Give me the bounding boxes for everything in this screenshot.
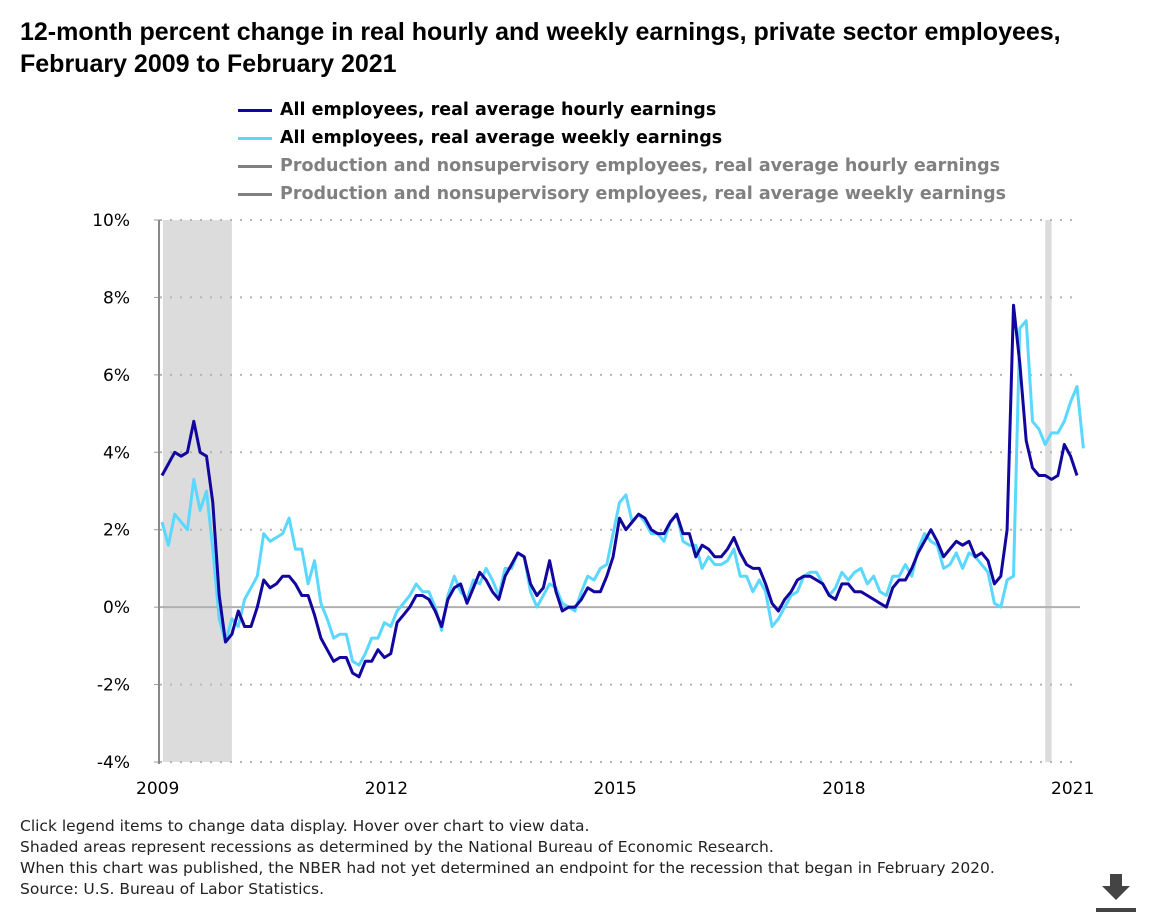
note-source: Source: U.S. Bureau of Labor Statistics. (20, 880, 325, 898)
line-chart[interactable]: -4% -2% 0% 2% 4% 6% 8% 10% 2009 2012 2015 2018 2021 (0, 0, 1160, 810)
y-tick-label: 0% (103, 598, 130, 618)
legend-label: All employees, real average weekly earni… (280, 128, 723, 148)
download-arrow-icon[interactable] (1094, 870, 1138, 914)
y-tick-label: 10% (92, 211, 130, 231)
legend-swatch (238, 164, 272, 168)
note-interaction: Click legend items to change data displa… (20, 817, 590, 835)
series-line-weekly[interactable] (160, 319, 1085, 667)
x-tick-label: 2012 (365, 779, 408, 799)
chart-title: 12-month percent change in real hourly a… (20, 18, 1061, 78)
legend-swatch (238, 192, 272, 196)
note-recession: Shaded areas represent recessions as det… (20, 838, 774, 856)
legend-item-hourly-all[interactable]: All employees, real average hourly earni… (238, 96, 1006, 124)
footnotes: Click legend items to change data displa… (20, 816, 995, 900)
y-tick-label: 4% (103, 443, 130, 463)
x-tick-label: 2021 (1051, 779, 1094, 799)
note-nber: When this chart was published, the NBER … (20, 859, 995, 877)
x-tick-label: 2015 (594, 779, 637, 799)
legend-label: Production and nonsupervisory employees,… (280, 184, 1007, 204)
series-line-hourly[interactable] (160, 303, 1079, 679)
legend-swatch (238, 108, 272, 112)
legend-item-hourly-production[interactable]: Production and nonsupervisory employees,… (238, 152, 1006, 180)
x-tick-label: 2009 (136, 779, 179, 799)
x-tick-label: 2018 (822, 779, 865, 799)
y-tick-label: -4% (97, 753, 130, 773)
y-tick-label: 2% (103, 521, 130, 541)
legend-item-weekly-production[interactable]: Production and nonsupervisory employees,… (238, 180, 1006, 208)
legend-item-weekly-all[interactable]: All employees, real average weekly earni… (238, 124, 1006, 152)
legend-label: Production and nonsupervisory employees,… (280, 156, 1001, 176)
legend-swatch (238, 136, 272, 140)
legend-label: All employees, real average hourly earni… (280, 100, 717, 120)
y-tick-label: 6% (103, 366, 130, 386)
legend: All employees, real average hourly earni… (238, 96, 1006, 208)
y-tick-label: 8% (103, 288, 130, 308)
recession-shade (1045, 220, 1052, 762)
y-tick-label: -2% (97, 676, 130, 696)
